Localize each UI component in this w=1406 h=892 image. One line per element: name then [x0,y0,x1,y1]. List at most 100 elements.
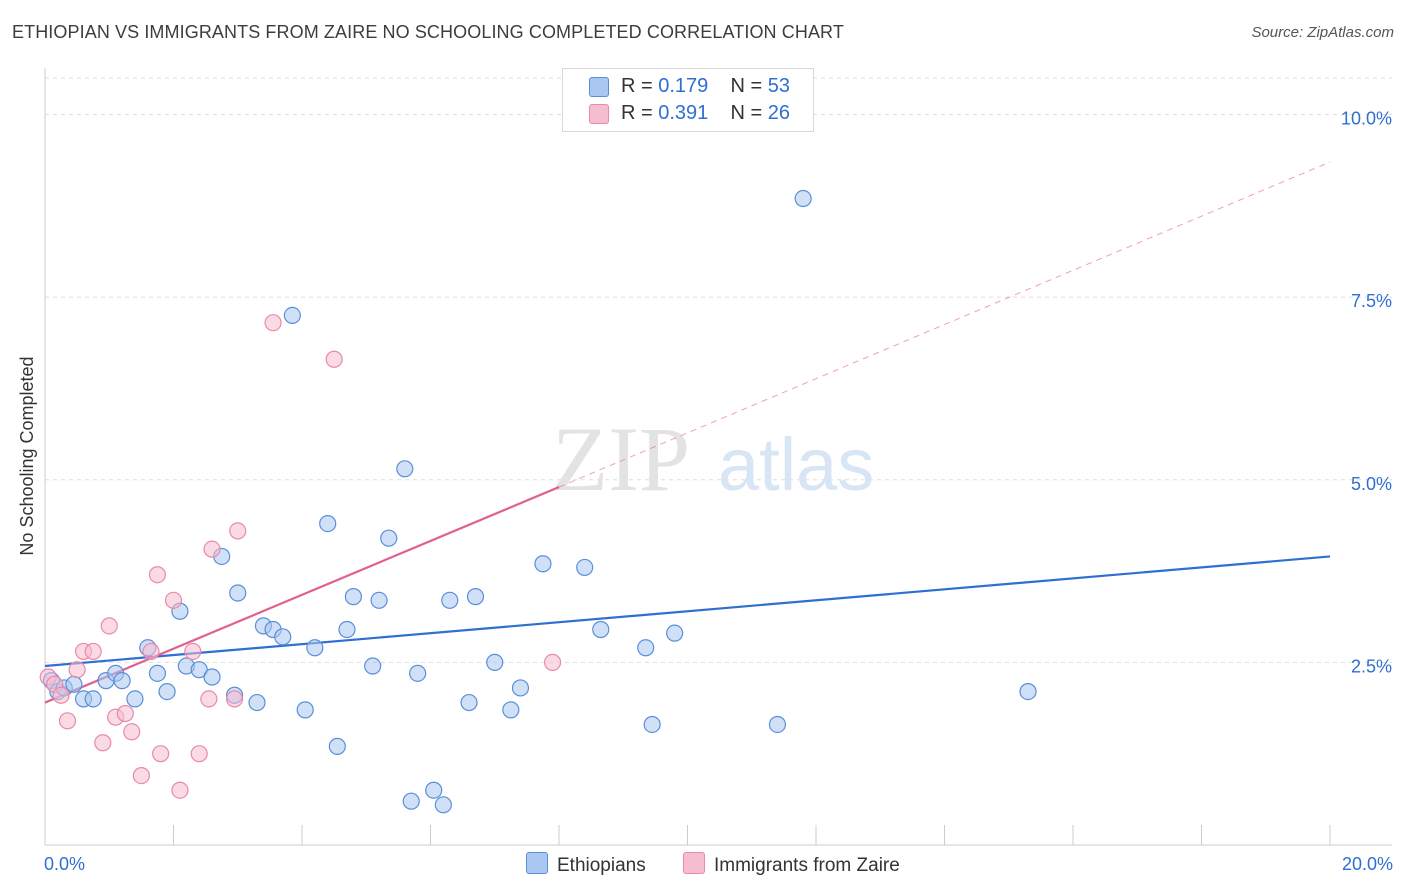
point-ethiopians [794,189,812,208]
point-ethiopians [666,624,684,642]
point-ethiopians [1019,682,1037,701]
point-ethiopians [126,690,144,708]
point-ethiopians [248,693,266,712]
y-tick-label: 7.5% [1351,291,1392,311]
point-ethiopians [511,679,530,697]
point-ethiopians [396,460,414,478]
point-ethiopians [328,737,346,755]
point-zaire [190,745,208,763]
point-zaire [132,767,150,785]
point-ethiopians [306,639,324,657]
trendline-zaire-extension [558,161,1331,488]
point-zaire [325,350,343,368]
point-ethiopians [344,588,362,606]
y-tick-label: 5.0% [1351,474,1392,494]
trendline-zaire [44,486,560,704]
legend-r-value: 0.391 [658,102,709,124]
point-ethiopians [637,639,655,657]
point-ethiopians [370,591,388,609]
trend-lines [44,161,1331,704]
x-tick-label: 20.0% [1342,854,1393,874]
bottom-legend-swatch-ethiopians [526,852,548,874]
point-zaire [264,314,282,332]
point-zaire [171,781,189,799]
point-ethiopians [425,781,443,799]
point-zaire [184,642,202,661]
point-zaire [116,704,134,723]
point-ethiopians [768,715,787,734]
point-ethiopians [319,514,337,533]
point-ethiopians [148,664,167,682]
trendline-ethiopians [44,555,1331,668]
point-ethiopians [434,796,452,814]
y-tick-label: 10.0% [1341,109,1392,129]
source-label: Source: ZipAtlas.com [1251,24,1394,41]
legend-r-label: R = [621,75,659,97]
point-ethiopians [460,693,478,712]
data-points [39,189,1037,814]
legend-n-label: N = [730,102,768,124]
point-ethiopians [409,664,427,682]
legend-r-label: R = [621,102,659,124]
point-zaire [142,642,160,661]
point-zaire [58,712,77,730]
point-zaire [148,566,167,584]
x-tick-label: 0.0% [44,854,85,874]
point-zaire [164,591,183,609]
point-ethiopians [190,661,208,679]
legend-r-value: 0.179 [658,75,709,97]
point-ethiopians [65,675,83,693]
bottom-legend-label-ethiopians: Ethiopians [557,855,646,876]
grid-lines [45,77,1392,663]
point-zaire [200,690,218,708]
point-ethiopians [402,792,420,810]
bottom-legend-label-zaire: Immigrants from Zaire [714,855,900,876]
point-zaire [229,522,247,540]
watermark-zip: ZIP [552,408,690,510]
point-ethiopians [380,529,398,547]
point-ethiopians [203,668,221,686]
watermark-atlas: atlas [718,423,874,506]
tick-labels: 2.5% 5.0% 7.5% 10.0% 0.0% 20.0% [44,109,1393,874]
point-ethiopians [576,558,594,577]
point-ethiopians [466,588,485,606]
legend-n-label: N = [730,75,768,97]
point-zaire [225,690,244,708]
y-tick-label: 2.5% [1351,656,1392,676]
point-zaire [94,734,112,752]
point-ethiopians [229,584,247,602]
point-ethiopians [643,715,661,734]
point-zaire [123,723,141,741]
legend-n-value: 53 [767,75,791,97]
point-zaire [543,653,562,671]
legend: R = 0.179 N = 53 R = 0.391 N = 26 [562,68,814,132]
axes [44,68,1392,846]
watermark: ZIP atlas [552,408,874,510]
point-ethiopians [113,672,131,690]
point-ethiopians [296,701,314,719]
legend-swatch-ethiopians [589,77,609,97]
point-ethiopians [592,620,610,639]
point-zaire [100,617,118,635]
point-zaire [152,745,170,763]
point-zaire [203,540,221,558]
chart-title: ETHIOPIAN VS IMMIGRANTS FROM ZAIRE NO SC… [12,22,844,42]
point-ethiopians [534,555,552,573]
bottom-legend-swatch-zaire [683,852,705,874]
point-ethiopians [338,620,356,639]
point-ethiopians [486,653,504,671]
bottom-legend-zaire: Immigrants from Zaire [683,852,900,877]
point-zaire [68,661,86,679]
point-ethiopians [441,591,459,609]
point-ethiopians [502,701,520,719]
point-ethiopians [158,682,176,701]
point-zaire [52,686,70,704]
bottom-legend-ethiopians: Ethiopians [526,852,646,877]
legend-n-value: 26 [767,102,791,124]
point-ethiopians [274,628,292,646]
legend-swatch-zaire [589,104,609,124]
point-ethiopians [283,306,301,325]
point-ethiopians [364,657,382,675]
y-axis-label: No Schooling Completed [17,356,37,555]
